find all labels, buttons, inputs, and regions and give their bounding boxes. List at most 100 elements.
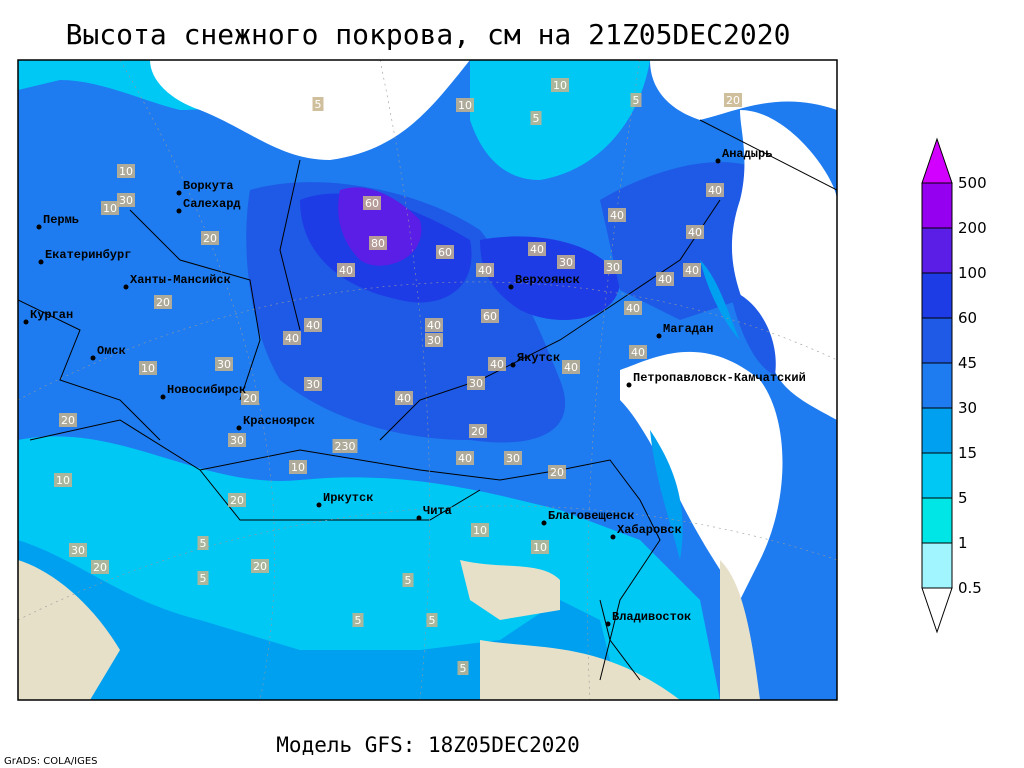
contour-label: 10 <box>119 165 133 178</box>
contour-label-box <box>531 540 549 554</box>
contour-label: 20 <box>726 94 740 107</box>
contour-label: 30 <box>230 434 244 447</box>
contour-label-box <box>91 560 109 574</box>
contour-label: 5 <box>633 94 640 107</box>
contour-label-box <box>436 245 454 259</box>
contour-label: 30 <box>606 261 620 274</box>
contour-label: 40 <box>339 264 353 277</box>
contour-label-box <box>363 196 381 210</box>
contour-label-box <box>154 295 172 309</box>
contour-label: 40 <box>285 332 299 345</box>
footer: Модель GFS: 18Z05DEC2020 <box>276 733 579 757</box>
contour-label-box <box>476 263 494 277</box>
contour-label: 40 <box>490 358 504 371</box>
contour-label: 20 <box>243 392 257 405</box>
contour-label: 30 <box>427 334 441 347</box>
contour-label-box <box>283 331 301 345</box>
colorbar-segment <box>921 182 953 229</box>
title: Высота снежного покрова, см на 21Z05DEC2… <box>66 18 791 51</box>
colorbar-cap <box>921 137 953 184</box>
colorbar-segment <box>921 317 953 364</box>
contour-label: 5 <box>200 572 207 585</box>
contour-label-box <box>139 361 157 375</box>
contour-label-box <box>425 333 443 347</box>
contour-label: 5 <box>405 574 412 587</box>
contour-label-box <box>629 345 647 359</box>
colorbar-label: 200 <box>958 219 987 237</box>
city-dot <box>626 382 632 388</box>
contour-label-box <box>304 377 322 391</box>
colorbar-label: 1 <box>958 534 968 552</box>
contour-label-box <box>530 111 542 125</box>
city-label: Салехард <box>183 197 241 211</box>
contour-label-box <box>488 357 506 371</box>
contour-label-box <box>604 260 622 274</box>
colorbar-segment <box>921 272 953 319</box>
contour-label-box <box>241 391 259 405</box>
city-label: Якутск <box>517 351 560 365</box>
contour-label: 10 <box>141 362 155 375</box>
city-dot <box>416 515 422 521</box>
contour-label-box <box>683 263 701 277</box>
contour-label: 5 <box>355 614 362 627</box>
colorbar-segment <box>921 452 953 499</box>
contour-label: 60 <box>438 246 452 259</box>
city-label: Петропавловск-Камчатский <box>633 371 806 385</box>
city-label: Воркута <box>183 179 233 193</box>
contour-label: 30 <box>217 358 231 371</box>
contour-label-box <box>724 93 742 107</box>
contour-label-box <box>457 661 469 675</box>
city-dot <box>656 333 662 339</box>
contour-label-box <box>337 263 355 277</box>
contour-label-box <box>117 193 135 207</box>
contour-label: 40 <box>458 452 472 465</box>
contour-label-box <box>54 473 72 487</box>
colorbar-label: 100 <box>958 264 987 282</box>
contour-label: 40 <box>626 302 640 315</box>
city-dot <box>176 208 182 214</box>
city-dot <box>316 502 322 508</box>
contour-label-box <box>251 559 269 573</box>
contour-label: 10 <box>553 79 567 92</box>
contour-label: 40 <box>530 243 544 256</box>
city-dot <box>90 355 96 361</box>
colorbar-segment <box>921 227 953 274</box>
contour-label: 30 <box>469 377 483 390</box>
contour-label: 5 <box>429 614 436 627</box>
contour-label-box <box>402 573 414 587</box>
contour-label-box <box>304 318 322 332</box>
contour-label: 40 <box>564 361 578 374</box>
city-dot <box>123 284 129 290</box>
contour-label-box <box>504 451 522 465</box>
colorbar-segment <box>921 542 953 589</box>
contour-label: 40 <box>478 264 492 277</box>
contour-label-box <box>228 493 246 507</box>
contour-label-box <box>312 97 324 111</box>
contour-label: 30 <box>71 544 85 557</box>
city-label: Ханты-Мансийск <box>130 273 231 287</box>
contour-label: 10 <box>533 541 547 554</box>
colorbar-label: 45 <box>958 354 977 372</box>
contour-label: 5 <box>200 537 207 550</box>
city-dot <box>160 394 166 400</box>
city-dot <box>36 224 42 230</box>
city-label: Красноярск <box>243 414 315 428</box>
contour-label-box <box>369 236 387 250</box>
contour-label-box <box>624 301 642 315</box>
colorbar-label: 60 <box>958 309 977 327</box>
contour-label: 40 <box>688 226 702 239</box>
city-label: Верхоянск <box>515 273 580 287</box>
contour-label: 40 <box>708 184 722 197</box>
credit: GrADS: COLA/IGES <box>4 756 98 767</box>
contour-label: 5 <box>315 98 322 111</box>
contour-label-box <box>59 413 77 427</box>
city-dot <box>236 425 242 431</box>
city-dot <box>176 190 182 196</box>
city-label: Иркутск <box>323 491 373 505</box>
colorbar-segment <box>921 362 953 409</box>
contour-label-box <box>528 242 546 256</box>
contour-label-box <box>469 424 487 438</box>
city-label: Благовещенск <box>548 509 634 523</box>
city-dot <box>605 621 611 627</box>
